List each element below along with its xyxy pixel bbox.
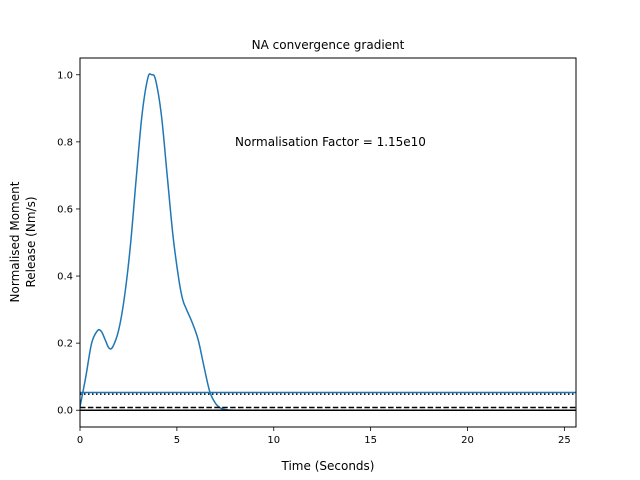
plot-series-group — [80, 73, 576, 412]
y-axis-label-line-2: Release (Nm/s) — [24, 196, 38, 287]
y-axis-label: Normalised Moment Release (Nm/s) — [8, 181, 38, 302]
x-tick-label: 5 — [174, 435, 180, 446]
x-tick-label: 0 — [77, 435, 83, 446]
y-tick-label: 0.4 — [57, 272, 73, 283]
y-tick-label: 0.0 — [57, 406, 73, 417]
y-tick-label: 0.2 — [57, 339, 73, 350]
x-tick-label: 20 — [461, 435, 474, 446]
x-tick-label: 10 — [267, 435, 280, 446]
x-axis: 0 5 10 15 20 25 — [77, 427, 571, 446]
x-tick-label: 25 — [558, 435, 571, 446]
y-tick-label: 1.0 — [57, 70, 73, 81]
plot-frame — [79, 57, 577, 428]
y-tick-label: 0.8 — [57, 137, 73, 148]
x-axis-label: Time (Seconds) — [281, 459, 375, 473]
normalisation-factor-annotation: Normalisation Factor = 1.15e10 — [235, 135, 426, 149]
y-axis: 0.0 0.2 0.4 0.6 0.8 1.0 — [57, 70, 80, 417]
y-tick-label: 0.6 — [57, 204, 73, 215]
x-tick-label: 15 — [364, 435, 377, 446]
chart-title: NA convergence gradient — [252, 38, 405, 52]
y-axis-label-line-1: Normalised Moment — [8, 181, 22, 302]
